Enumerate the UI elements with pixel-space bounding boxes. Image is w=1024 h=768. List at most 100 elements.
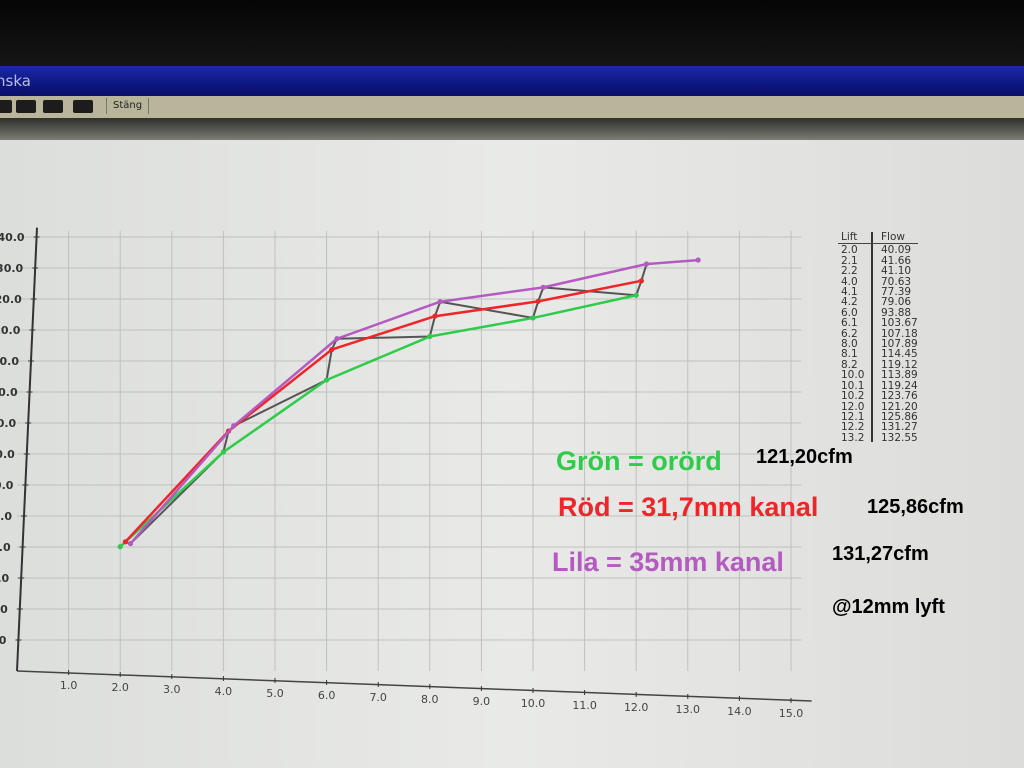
x-tick-label: 13.0 xyxy=(676,703,701,716)
lift-cell: 8.2 xyxy=(841,358,858,371)
window-title: nska xyxy=(0,72,31,90)
x-tick-label: 6.0 xyxy=(318,689,336,702)
x-tick-label: 12.0 xyxy=(624,701,649,714)
lift-flow-table: Lift Flow 2.0 40.09 2.1 41.66 2.2 41.10 4.0 70.… xyxy=(838,232,918,443)
x-tick-label: 5.0 xyxy=(266,687,284,700)
y-tick-label: 140.0 xyxy=(0,231,25,244)
x-tick-label: 10.0 xyxy=(521,697,546,710)
lift-note: @12mm lyft xyxy=(832,596,945,618)
flow-cell: 41.66 xyxy=(881,254,912,267)
lift-cell: 6.2 xyxy=(841,327,858,340)
data-point xyxy=(334,336,340,342)
lift-cell: 13.2 xyxy=(841,431,865,444)
x-tick-label: 7.0 xyxy=(369,691,387,704)
table-row: 4.2 79.06 xyxy=(838,296,918,309)
flow-cell: 103.67 xyxy=(881,317,918,330)
header-lift: Lift xyxy=(841,231,858,243)
table-row: 12.1 125.86 xyxy=(838,410,918,423)
lift-cell: 8.0 xyxy=(841,338,858,351)
lift-cell: 4.1 xyxy=(841,286,858,299)
data-point xyxy=(432,313,438,319)
table-row: 12.0 121.20 xyxy=(838,400,918,413)
data-point xyxy=(633,292,639,298)
close-button[interactable]: Stäng xyxy=(106,98,150,114)
toolbar: Stäng xyxy=(0,96,1024,118)
flow-cell: 123.76 xyxy=(881,390,918,403)
x-axis xyxy=(16,670,812,702)
table-row: 8.1 114.45 xyxy=(838,348,918,361)
table-header: Lift Flow xyxy=(838,231,918,245)
y-tick-label: 110.0 xyxy=(0,324,21,337)
toolbar-button-2[interactable] xyxy=(16,100,36,113)
header-flow: Flow xyxy=(881,231,905,243)
y-tick-label: 20.0 xyxy=(0,603,8,616)
flow-cell: 40.09 xyxy=(881,244,912,257)
x-tick-label: 2.0 xyxy=(111,681,129,694)
data-point xyxy=(231,423,237,429)
data-point xyxy=(427,334,433,340)
y-tick-label: 50.0 xyxy=(0,510,12,523)
table-row: 2.2 41.10 xyxy=(838,266,918,277)
flow-cell: 107.18 xyxy=(881,327,918,340)
lift-cell: 4.0 xyxy=(841,275,858,288)
lift-cell: 10.1 xyxy=(841,379,865,392)
flow-cell: 125.86 xyxy=(881,410,918,423)
lift-cell: 6.1 xyxy=(841,317,858,330)
toolbar-button-1[interactable] xyxy=(0,100,12,113)
lift-cell: 8.1 xyxy=(841,348,858,361)
table-row: 4.1 77.39 xyxy=(838,286,918,299)
lift-cell: 4.2 xyxy=(841,296,858,309)
table-row: 10.2 123.76 xyxy=(838,390,918,403)
x-tick-label: 14.0 xyxy=(727,705,752,718)
y-tick-label: 70.0 xyxy=(0,448,15,461)
toolbar-button-3[interactable] xyxy=(43,100,63,113)
flow-cell: 132.55 xyxy=(881,431,918,444)
table-row: 8.2 119.12 xyxy=(838,358,918,371)
window-strip xyxy=(0,118,1024,140)
flow-cell: 77.39 xyxy=(881,286,912,299)
lift-cell: 2.0 xyxy=(841,244,858,257)
flow-cell: 79.06 xyxy=(881,296,912,309)
red-legend: Röd = 31,7mm kanal xyxy=(558,492,819,522)
x-tick-label: 4.0 xyxy=(215,685,233,698)
flow-cell: 131.27 xyxy=(881,421,918,434)
table-row: 8.0 107.89 xyxy=(838,338,918,351)
flow-cell: 114.45 xyxy=(881,348,918,361)
flow-cell: 70.63 xyxy=(881,275,912,288)
x-tick-label: 15.0 xyxy=(779,707,804,720)
x-tick-label: 3.0 xyxy=(163,683,181,696)
lift-cell: 6.0 xyxy=(841,306,858,319)
data-point xyxy=(329,347,335,353)
table-row: 2.1 41.66 xyxy=(838,254,918,267)
flow-cell: 113.89 xyxy=(881,369,918,382)
table-row: 10.1 119.24 xyxy=(838,379,918,392)
flow-cell: 107.89 xyxy=(881,338,918,351)
table-row: 6.2 107.18 xyxy=(838,327,918,340)
y-tick-label: 130.0 xyxy=(0,262,24,275)
x-tick-label: 1.0 xyxy=(60,679,78,692)
flow-cell: 119.12 xyxy=(881,358,918,371)
purple-value: 131,27cfm xyxy=(832,543,929,565)
lift-cell: 12.0 xyxy=(841,400,865,413)
y-tick-label: 80.0 xyxy=(0,417,17,430)
y-tick-label: 100.0 xyxy=(0,355,19,368)
lift-cell: 12.2 xyxy=(841,421,865,434)
lift-cell: 10.2 xyxy=(841,390,865,403)
table-row: 2.0 40.09 xyxy=(838,244,918,257)
data-point xyxy=(122,539,128,545)
table-row: 4.0 70.63 xyxy=(838,275,918,288)
toolbar-button-4[interactable] xyxy=(73,100,93,113)
data-point xyxy=(644,261,650,267)
y-tick-label: 120.0 xyxy=(0,293,22,306)
y-tick-label: 60.0 xyxy=(0,479,14,492)
lift-cell: 2.1 xyxy=(841,254,858,267)
y-tick-label: 40.0 xyxy=(0,541,11,554)
monitor-bezel xyxy=(0,0,1024,66)
data-point xyxy=(540,284,546,290)
table-row: 6.1 103.67 xyxy=(838,317,918,330)
flow-cell: 93.88 xyxy=(881,306,912,319)
table-row: 6.0 93.88 xyxy=(838,306,918,319)
table-divider xyxy=(871,232,873,442)
table-row: 12.2 131.27 xyxy=(838,421,918,434)
